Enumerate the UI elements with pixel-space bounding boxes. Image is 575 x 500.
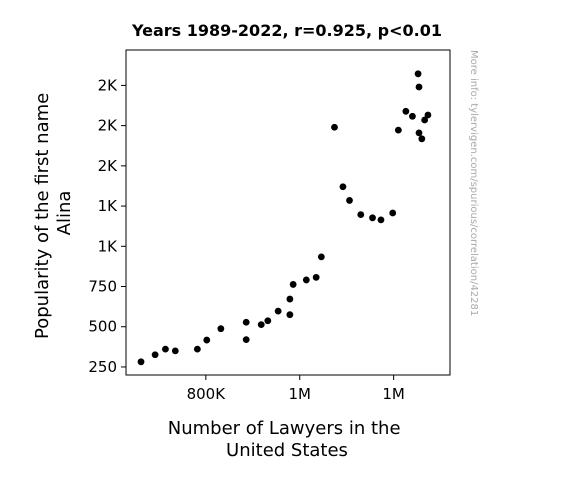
data-point <box>193 345 201 353</box>
chart-title: Years 1989-2022, r=0.925, p<0.01 <box>131 21 442 40</box>
data-point <box>257 321 265 329</box>
y-tick-label: 750 <box>88 278 117 296</box>
source-note: More info: tylervigen.com/spurious/corre… <box>468 50 479 316</box>
y-axis-ticks: 250 500 750 1K 1K 2K 2K 2K <box>88 76 126 376</box>
data-point <box>377 216 385 224</box>
data-point <box>302 276 310 284</box>
x-axis-label: Number of Lawyers in the United States <box>168 418 407 461</box>
x-tick-label: 1M <box>382 385 405 403</box>
data-point <box>264 317 272 325</box>
data-point <box>171 347 179 355</box>
data-point <box>415 83 423 91</box>
data-point <box>424 111 432 119</box>
plot-area <box>125 49 451 376</box>
y-tick-label: 1K <box>98 197 119 215</box>
y-tick-label: 250 <box>88 358 117 376</box>
data-point <box>409 112 416 120</box>
x-tick-label: 1M <box>288 385 311 403</box>
data-point <box>421 116 429 124</box>
data-point <box>369 214 376 222</box>
data-point <box>217 325 225 333</box>
y-tick-label: 1K <box>98 237 119 255</box>
data-points <box>137 70 432 366</box>
data-point <box>389 209 397 217</box>
y-tick-label: 2K <box>98 157 119 175</box>
data-point <box>242 318 250 326</box>
data-point <box>415 129 423 137</box>
data-point <box>331 123 338 131</box>
y-tick-label: 2K <box>98 117 119 135</box>
x-tick-label: 800K <box>187 385 227 403</box>
data-point <box>394 126 402 134</box>
data-point <box>418 135 426 143</box>
data-point <box>286 311 294 319</box>
data-point <box>289 281 297 288</box>
y-tick-label: 2K <box>98 76 119 94</box>
data-point <box>346 197 353 204</box>
x-axis-label-line-2: United States <box>226 440 348 461</box>
x-axis-label-line-1: Number of Lawyers in the <box>168 418 401 439</box>
data-point <box>137 358 145 366</box>
data-point <box>162 345 169 353</box>
data-point <box>339 183 347 191</box>
data-point <box>286 295 294 303</box>
data-point <box>274 307 282 315</box>
y-axis-label-line-1: Popularity of the first name <box>32 93 53 339</box>
data-point <box>151 351 159 359</box>
data-point <box>203 336 211 344</box>
data-point <box>317 253 325 261</box>
data-point <box>312 273 320 281</box>
y-axis-label: Popularity of the first name Alina <box>32 87 75 339</box>
data-point <box>414 70 422 78</box>
data-point <box>402 107 410 115</box>
y-axis-label-line-2: Alina <box>54 191 75 236</box>
x-axis-ticks: 800K 1M 1M <box>187 375 405 403</box>
data-point <box>357 211 365 218</box>
data-point <box>242 336 250 344</box>
y-tick-label: 500 <box>88 318 117 336</box>
